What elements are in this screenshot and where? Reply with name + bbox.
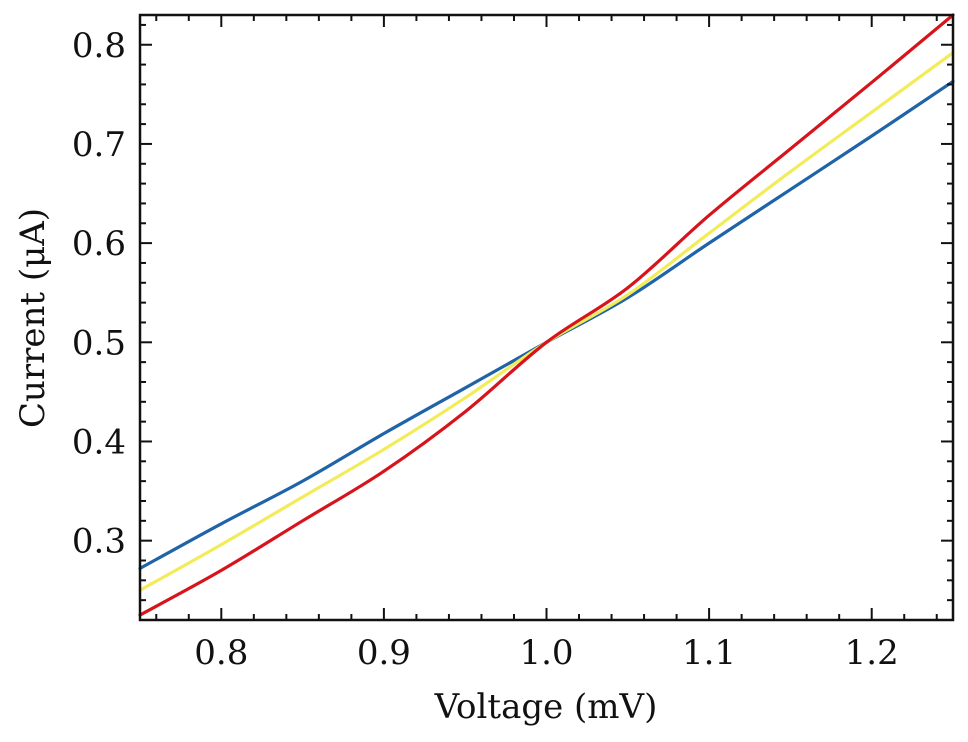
y-tick-label: 0.7 (72, 125, 126, 165)
plot-frame (138, 13, 955, 622)
y-tick-label: 0.4 (72, 422, 126, 462)
x-tick-label: 0.9 (357, 633, 411, 673)
label-layer: 0.8 0.9 1.0 1.1 1.2 0.3 0.4 0.5 0.6 0.7 0.8 (72, 26, 899, 673)
x-tick-label: 0.8 (194, 633, 248, 673)
x-axis-label: Voltage (mV) (434, 687, 658, 727)
x-tick-label: 1.2 (845, 633, 899, 673)
y-tick-label: 0.6 (72, 224, 126, 264)
y-tick-label: 0.8 (72, 26, 126, 66)
y-tick-label: 0.3 (72, 522, 126, 562)
x-tick-label: 1.0 (519, 633, 573, 673)
series-line-3 (138, 13, 955, 617)
series-layer (138, 13, 955, 617)
x-tick-label: 1.1 (682, 633, 736, 673)
y-tick-label: 0.5 (72, 323, 126, 363)
y-axis-label: Current (μA) (13, 208, 53, 428)
